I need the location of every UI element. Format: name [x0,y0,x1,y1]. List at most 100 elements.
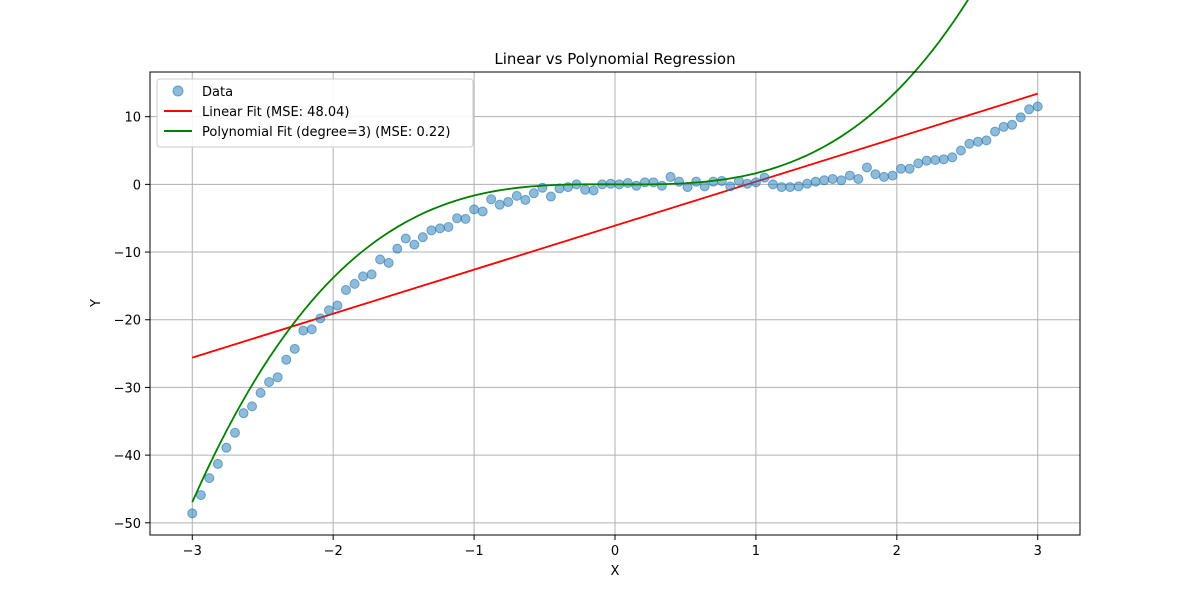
data-point [323,305,334,316]
x-tick-label: 0 [611,544,619,559]
data-point [930,154,941,165]
data-point [229,427,240,438]
legend: Data Linear Fit (MSE: 48.04) Polynomial … [156,78,474,148]
data-point [315,313,326,324]
data-point [913,158,924,169]
y-tick-label: 0 [133,178,141,193]
data-point [725,181,736,192]
x-tick-label: 2 [893,544,901,559]
data-point [964,138,975,149]
data-points [187,101,1043,519]
fit-lines [192,92,1038,359]
data-point [998,121,1009,132]
data-point [870,169,881,180]
legend-label-polynomial: Polynomial Fit (degree=3) (MSE: 0.22) [202,125,450,140]
data-point [759,172,770,183]
data-point [306,324,317,335]
x-tick-label: −2 [324,544,343,559]
data-point [1032,101,1043,112]
data-point [289,343,300,354]
data-point [520,194,531,205]
data-point [238,408,249,419]
data-point [785,182,796,193]
data-point [844,170,855,181]
data-point [767,179,778,190]
data-point [622,178,633,189]
y-tick-label: −50 [114,517,141,532]
data-point [742,178,753,189]
data-point [887,170,898,181]
data-point [648,177,659,188]
data-point [972,136,983,147]
data-point [947,152,958,163]
data-point [878,171,889,182]
data-point [298,325,309,336]
data-point [528,188,539,199]
data-point [494,199,505,210]
data-point [580,184,591,195]
data-point [699,181,710,192]
data-point [392,243,403,254]
data-point [332,300,343,311]
data-point [1015,112,1026,123]
data-point [631,180,642,191]
y-tick-label: 10 [124,111,141,126]
x-tick-label: 3 [1034,544,1042,559]
data-point [409,239,420,250]
data-point [503,196,514,207]
data-point [1024,104,1035,115]
data-point [255,387,266,398]
data-point [1007,119,1018,130]
data-point [896,163,907,174]
data-point [665,171,676,182]
data-point [434,223,445,234]
legend-label-linear: Linear Fit (MSE: 48.04) [202,105,349,120]
data-point [793,181,804,192]
polynomial-fit-curve [191,0,969,503]
y-tick-label: −10 [114,246,141,261]
x-axis-label: X [611,564,620,579]
chart-title: Linear vs Polynomial Regression [494,50,735,68]
data-point [349,278,360,289]
data-point [861,162,872,173]
data-point [904,163,915,174]
data-point [921,155,932,166]
data-point [545,191,556,202]
legend-marker-data [172,85,184,97]
data-point [639,177,650,188]
data-point [358,271,369,282]
data-point [836,175,847,186]
data-point [400,233,411,244]
data-point [221,442,232,453]
data-point [247,401,258,412]
data-point [469,204,480,215]
linear-fit-line [192,92,1038,359]
data-point [264,377,275,388]
data-point [212,458,223,469]
legend-box [156,78,474,148]
legend-label-data: Data [202,85,233,100]
data-point [776,182,787,193]
data-point [187,508,198,519]
data-point [341,284,352,295]
data-point [281,354,292,365]
y-tick-label: −40 [114,449,141,464]
data-point [477,206,488,217]
data-point [426,225,437,236]
data-point [990,126,1001,137]
y-tick-label: −30 [114,381,141,396]
data-point [853,173,864,184]
x-tick-label: 1 [752,544,760,559]
y-tick-label: −20 [114,314,141,329]
data-point [486,194,497,205]
data-point [656,180,667,191]
data-point [674,176,685,187]
data-point [827,173,838,184]
data-point [272,372,283,383]
data-point [955,145,966,156]
data-point [819,175,830,186]
data-point [810,176,821,187]
data-point [383,257,394,268]
